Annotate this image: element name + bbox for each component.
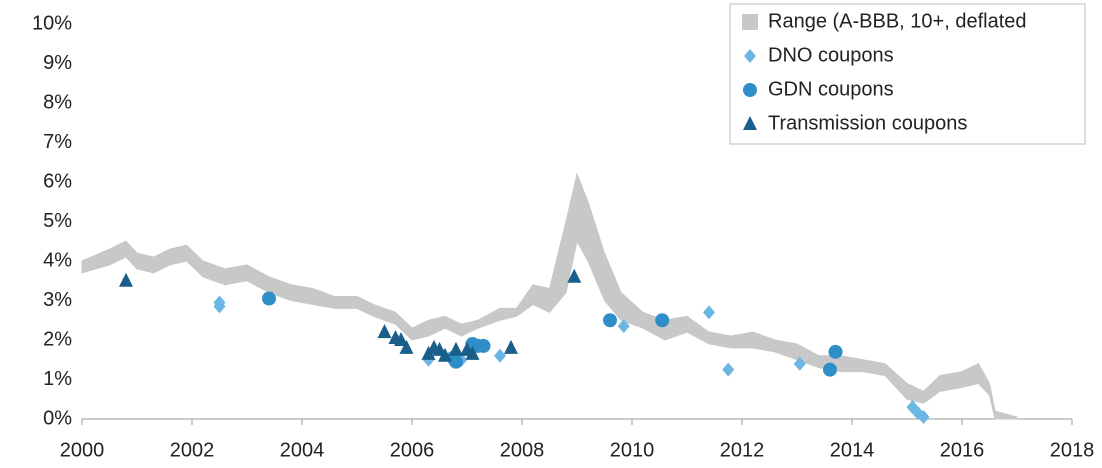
y-tick-label: 7% [43, 131, 72, 153]
point [476, 338, 491, 353]
point [438, 347, 452, 362]
point [394, 332, 408, 346]
legend-label: Transmission coupons [768, 112, 967, 134]
legend-swatch [743, 116, 757, 130]
point [504, 339, 518, 354]
point [262, 291, 276, 306]
x-tick-label: 2010 [610, 439, 655, 461]
x-tick-label: 2012 [720, 439, 765, 461]
legend-swatch [744, 49, 756, 63]
y-tick-label: 4% [43, 249, 72, 271]
point [655, 313, 670, 328]
point [917, 410, 930, 425]
y-tick-label: 6% [43, 170, 72, 192]
x-tick-label: 2006 [390, 439, 435, 461]
y-tick-label: 9% [43, 52, 72, 74]
legend-label: GDN coupons [768, 78, 894, 100]
point [213, 299, 226, 314]
point [567, 268, 582, 283]
range-band [81, 172, 1018, 420]
y-tick-label: 3% [43, 289, 72, 311]
x-tick-label: 2014 [830, 439, 875, 461]
x-tick-label: 2002 [170, 439, 215, 461]
legend-swatch [743, 83, 757, 97]
legend-swatch [742, 14, 758, 30]
y-tick-label: 1% [43, 368, 72, 390]
point [703, 305, 715, 320]
y-tick-label: 0% [43, 407, 72, 429]
point [449, 354, 463, 369]
x-tick-label: 2004 [280, 439, 325, 461]
y-tick-label: 5% [43, 210, 72, 232]
point [722, 362, 735, 377]
y-tick-label: 2% [43, 328, 72, 350]
point [465, 345, 480, 360]
x-tick-label: 2018 [1050, 439, 1095, 461]
legend-label: Range (A-BBB, 10+, deflated [768, 10, 1027, 32]
point [399, 339, 414, 354]
x-tick-label: 2000 [60, 439, 105, 461]
y-tick-label: 8% [43, 91, 72, 113]
point [377, 324, 392, 339]
x-tick-label: 2016 [940, 439, 985, 461]
y-tick-label: 10% [32, 12, 72, 34]
point [603, 313, 617, 328]
point [119, 272, 133, 287]
point [617, 319, 630, 334]
point [494, 348, 506, 363]
point [823, 362, 837, 377]
point [793, 356, 806, 371]
point [828, 344, 843, 359]
x-tick-label: 2008 [500, 439, 545, 461]
legend-label: DNO coupons [768, 44, 894, 66]
point [449, 341, 463, 356]
legend-box [729, 3, 1086, 145]
